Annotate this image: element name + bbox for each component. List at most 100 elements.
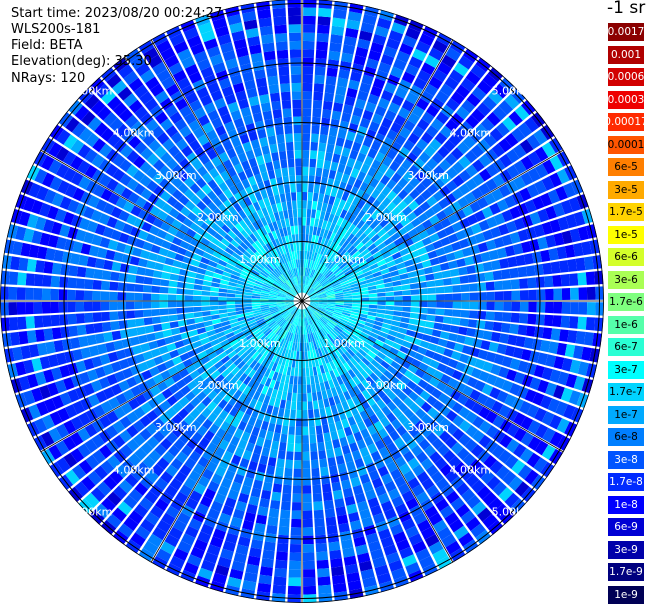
- ppi-cell: [540, 395, 553, 410]
- ppi-cell: [275, 33, 288, 43]
- ppi-cell: [233, 267, 243, 274]
- ppi-cell: [302, 502, 313, 511]
- ppi-cell: [269, 143, 278, 154]
- ppi-cell: [351, 395, 361, 406]
- ppi-cell: [267, 422, 276, 433]
- ppi-cell: [333, 267, 341, 275]
- ppi-cell: [250, 52, 263, 63]
- ppi-cell: [277, 534, 289, 544]
- ppi-cell: [278, 407, 285, 417]
- ppi-cell: [275, 363, 281, 373]
- ppi-cell: [271, 311, 280, 317]
- ppi-cell: [57, 180, 70, 195]
- ppi-cell: [67, 389, 80, 403]
- ppi-cell: [306, 307, 312, 315]
- ppi-cell: [362, 454, 373, 466]
- ppi-cell: [499, 153, 513, 168]
- ppi-cell: [359, 310, 369, 315]
- ppi-cell: [210, 310, 220, 316]
- ppi-cell: [202, 122, 214, 134]
- ppi-cell: [439, 505, 454, 519]
- ppi-cell: [429, 233, 440, 243]
- ppi-cell: [334, 244, 342, 254]
- ppi-cell: [304, 317, 308, 326]
- ppi-cell: [336, 366, 344, 376]
- ppi-cell: [313, 322, 319, 331]
- ppi-cell: [279, 228, 285, 238]
- ppi-cell: [344, 242, 353, 251]
- ppi-cell: [312, 226, 318, 236]
- ppi-cell: [531, 251, 543, 264]
- ppi-cell: [319, 338, 325, 347]
- ppi-cell: [320, 265, 327, 274]
- ppi-cell: [360, 301, 370, 305]
- ppi-cell: [292, 208, 298, 218]
- ppi-cell: [517, 324, 528, 336]
- ppi-cell: [514, 105, 530, 121]
- ppi-cell: [227, 335, 237, 343]
- ppi-cell: [97, 106, 112, 121]
- ppi-cell: [260, 216, 268, 227]
- ppi-cell: [335, 336, 344, 345]
- ppi-cell: [391, 251, 402, 260]
- ppi-cell: [320, 466, 329, 477]
- ppi-cell: [109, 311, 119, 321]
- ppi-cell: [380, 268, 390, 275]
- ppi-cell: [499, 258, 509, 269]
- ppi-cell: [368, 121, 380, 133]
- ppi-cell: [373, 355, 384, 364]
- ppi-cell: [440, 484, 455, 498]
- ppi-cell: [189, 99, 203, 112]
- ppi-cell: [141, 221, 153, 233]
- ppi-cell: [266, 465, 276, 475]
- ppi-cell: [314, 526, 326, 536]
- ppi-cell: [193, 127, 205, 139]
- ppi-cell: [375, 279, 384, 285]
- ppi-cell: [290, 183, 296, 193]
- ppi-cell: [156, 338, 167, 348]
- ppi-cell: [489, 127, 504, 142]
- ppi-cell: [486, 216, 498, 229]
- ppi-cell: [285, 192, 292, 202]
- ppi-cell: [241, 178, 251, 189]
- ppi-cell: [247, 214, 256, 224]
- ppi-cell: [304, 284, 308, 293]
- ppi-cell: [303, 309, 307, 318]
- ppi-cell: [489, 387, 501, 400]
- range-ring-label: 4.00km: [113, 127, 155, 140]
- ppi-cell: [307, 316, 311, 325]
- ppi-cell: [202, 172, 213, 184]
- ppi-cell: [453, 525, 469, 540]
- ppi-cell: [486, 111, 501, 127]
- ppi-cell: [262, 313, 272, 318]
- ppi-cell: [367, 424, 377, 436]
- ppi-cell: [211, 318, 221, 325]
- ppi-cell: [275, 125, 284, 136]
- ppi-cell: [205, 347, 215, 356]
- ppi-cell: [218, 301, 227, 306]
- ppi-cell: [34, 371, 47, 386]
- ppi-cell: [169, 478, 183, 491]
- ppi-cell: [273, 281, 282, 288]
- ppi-cell: [288, 290, 296, 296]
- ppi-cell: [243, 216, 252, 227]
- ppi-cell: [173, 390, 185, 401]
- ppi-cell: [243, 343, 252, 352]
- ppi-cell: [291, 91, 302, 100]
- ppi-cell: [280, 159, 288, 169]
- ppi-cell: [351, 330, 360, 338]
- ppi-cell: [146, 166, 159, 179]
- ppi-cell: [330, 558, 343, 568]
- ppi-cell: [15, 361, 27, 376]
- ppi-cell: [233, 38, 247, 50]
- ppi-cell: [545, 288, 554, 300]
- ppi-cell: [203, 552, 218, 564]
- ppi-cell: [344, 381, 352, 391]
- ppi-cell: [399, 273, 409, 280]
- ppi-cell: [278, 290, 287, 295]
- ppi-cell: [521, 214, 534, 228]
- ppi-cell: [153, 323, 163, 332]
- ppi-cell: [333, 368, 340, 378]
- ppi-cell: [280, 219, 286, 228]
- ppi-cell: [254, 173, 263, 184]
